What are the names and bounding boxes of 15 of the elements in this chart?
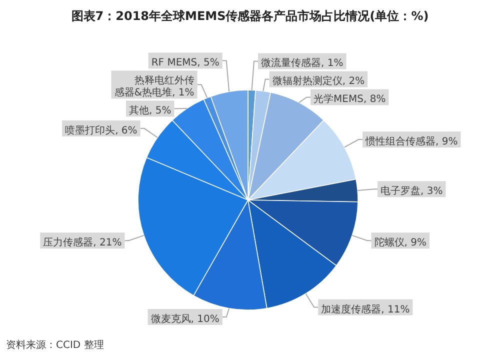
slice-label: 加速度传感器, 11%: [321, 303, 410, 316]
text: 资料来源：CCID 整理: [6, 339, 104, 351]
slice-label: 电子罗盘, 3%: [380, 185, 443, 198]
slice-label: 惯性组合传感器, 9%: [364, 136, 458, 148]
slice-label: 压力传感器, 21%: [43, 236, 122, 249]
slice-label: RF MEMS, 5%: [151, 58, 220, 69]
slice-label: 光学MEMS, 8%: [314, 93, 386, 106]
chart-title: 图表7：2018年全球MEMS传感器各产品市场占比情况(单位：%): [71, 9, 429, 23]
slice-label: 喷墨打印头, 6%: [65, 124, 138, 136]
slice-label: 微流量传感器, 1%: [261, 57, 344, 70]
slice-label: 陀螺仪, 9%: [374, 236, 427, 249]
slice-label: 微辐射热测定仪, 2%: [272, 75, 365, 88]
slice-label: 微麦克风, 10%: [150, 313, 220, 325]
slice-label: 热释电红外传感器&热电堆, 1%: [114, 74, 194, 99]
slice-label: 其他, 5%: [128, 104, 172, 117]
